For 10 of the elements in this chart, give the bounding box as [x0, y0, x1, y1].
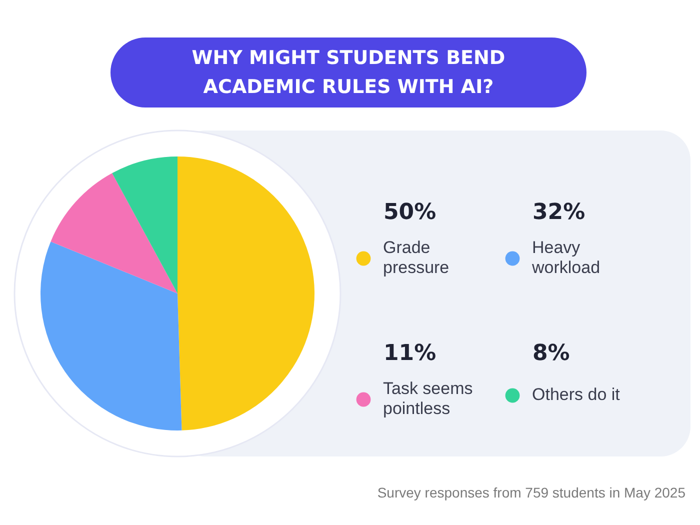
legend-label: Heavy workload [532, 238, 600, 278]
legend-label: Grade pressure [383, 238, 450, 278]
data-label: 50% [384, 200, 436, 225]
text: Survey responses from 759 students in May 2025 [377, 484, 686, 500]
data-label: 8% [532, 341, 570, 366]
data-label: 11% [384, 341, 436, 366]
data-label: 32% [532, 200, 586, 225]
legend-label: Task seems pointless [383, 379, 473, 419]
legend-label: Others do it [532, 385, 620, 405]
chart-title: WHY MIGHT STUDENTS BEND ACADEMIC RULES WITH AI? [192, 47, 506, 98]
